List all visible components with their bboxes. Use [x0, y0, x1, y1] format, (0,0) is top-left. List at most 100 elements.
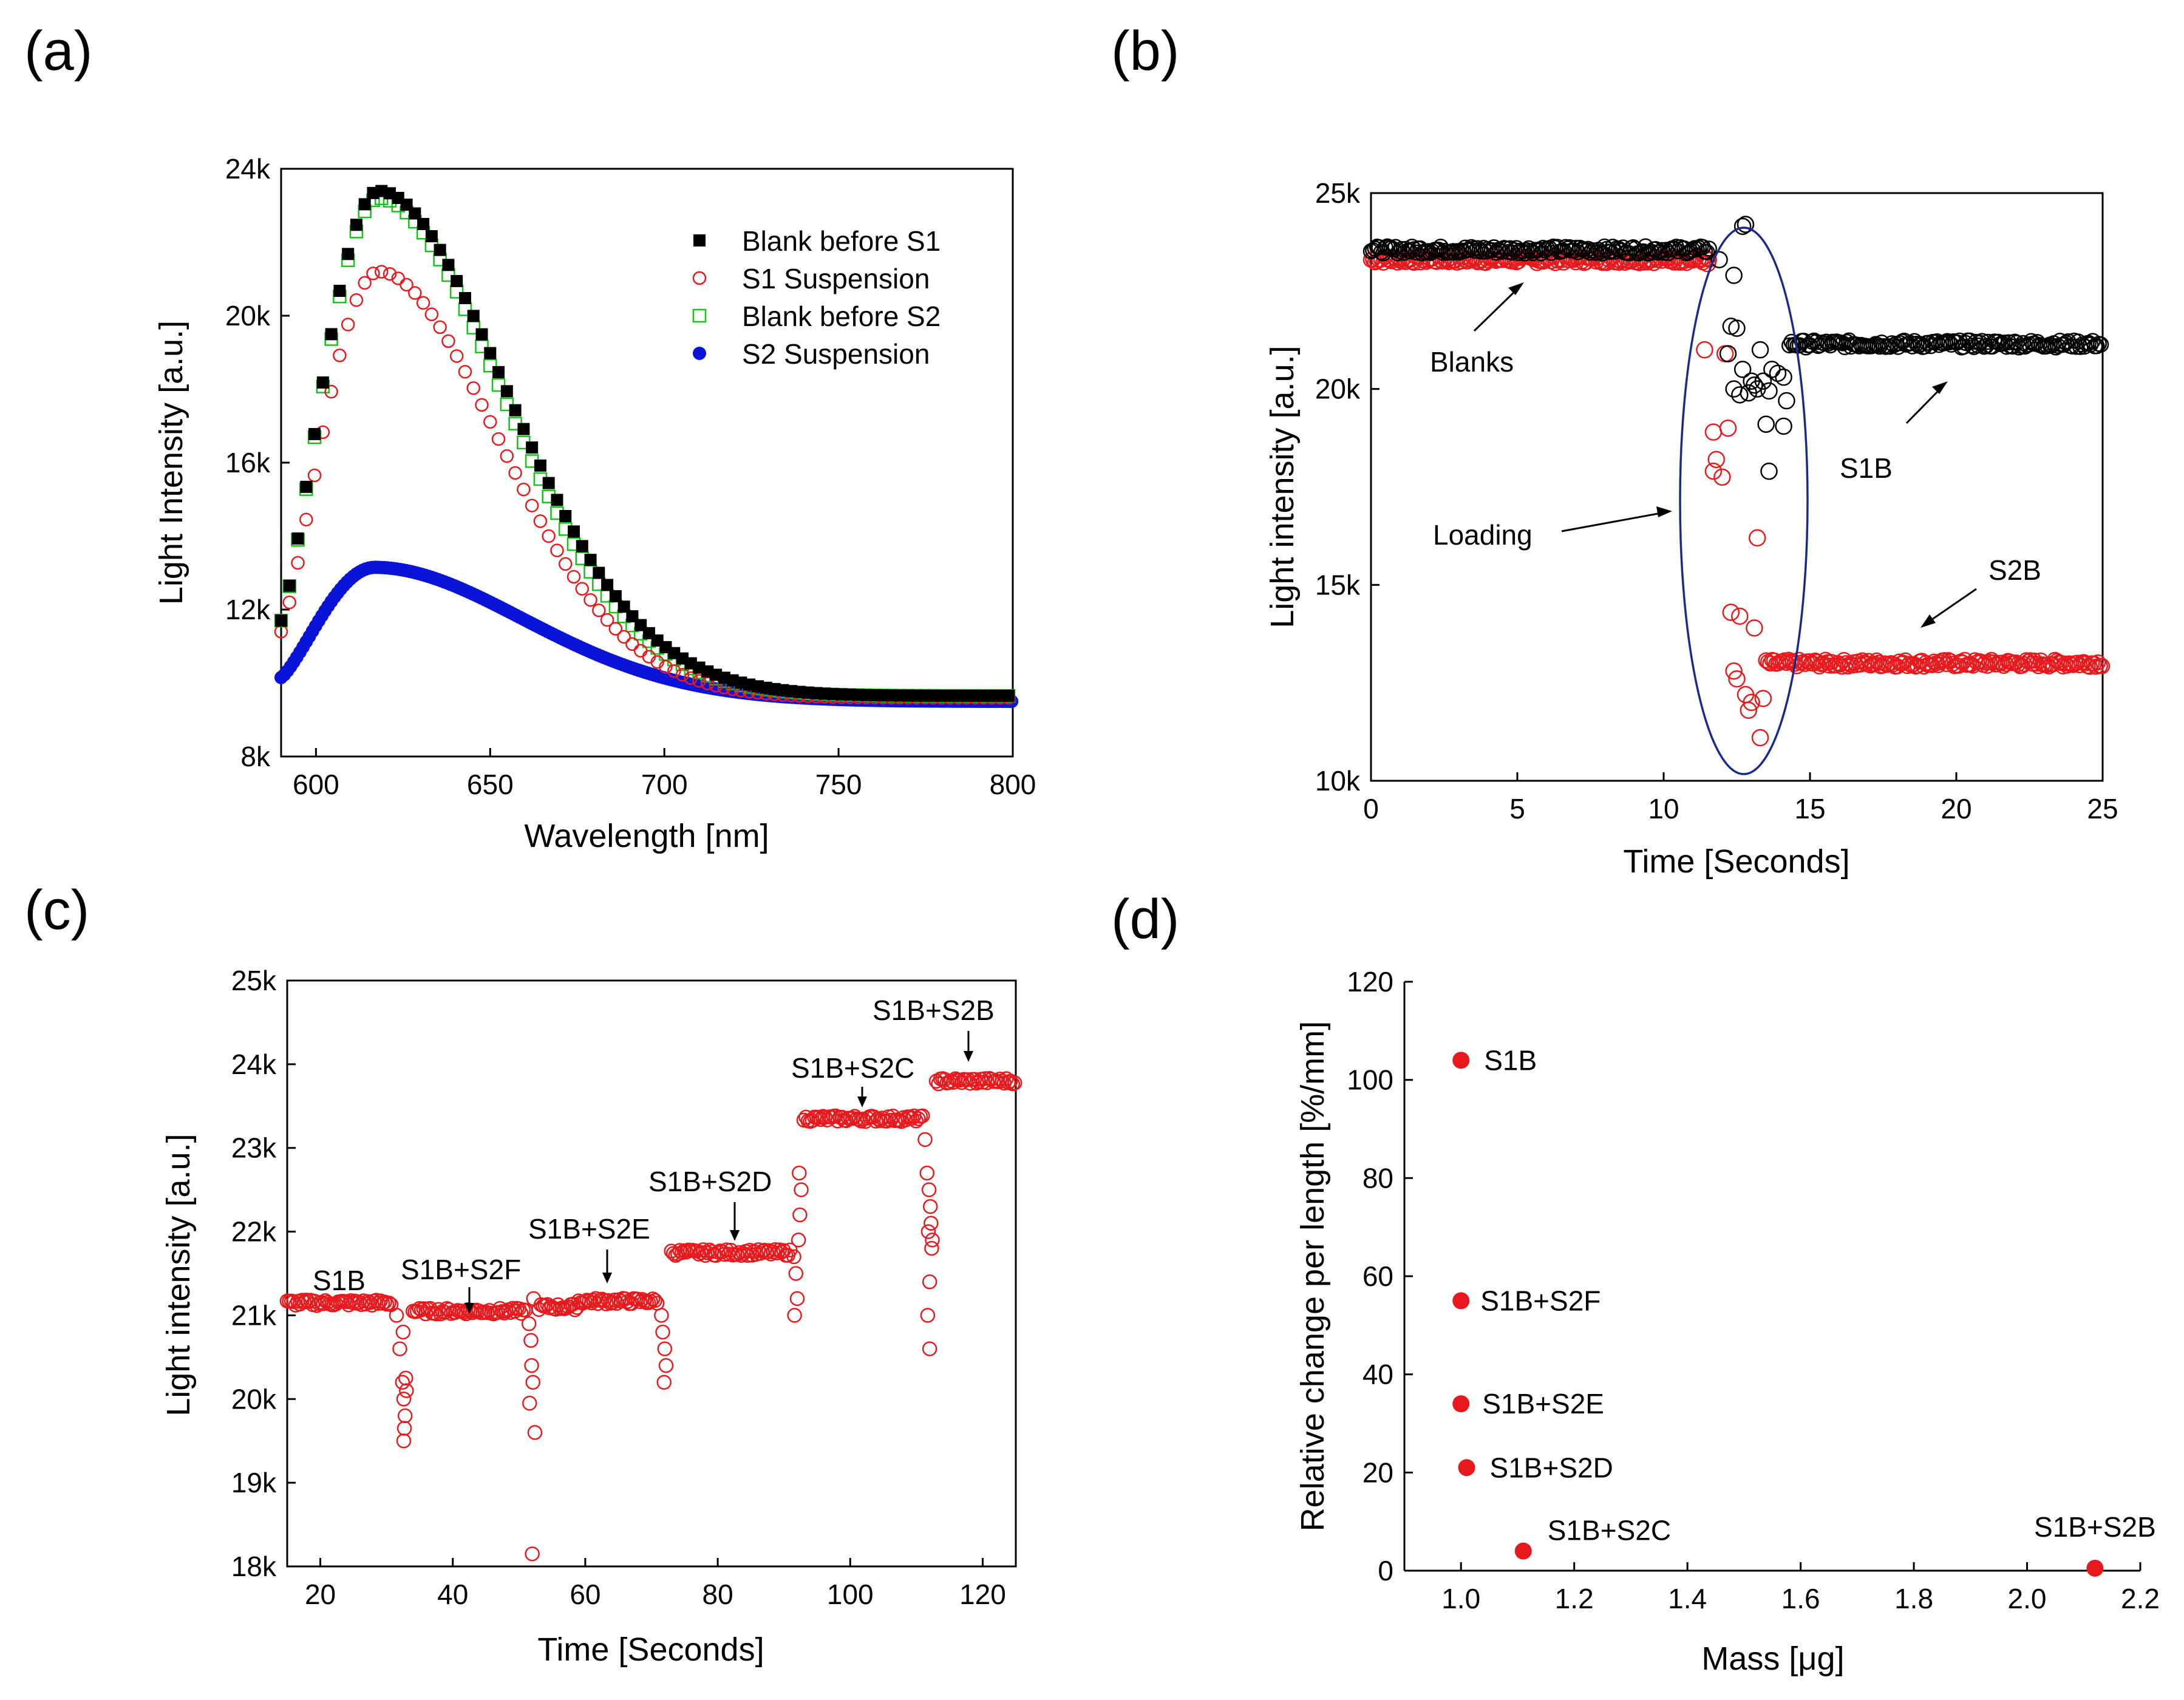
chart-c-point: [792, 1165, 807, 1181]
chart-c-point: [788, 1266, 804, 1281]
chart-b-x-axis-label: Time [Seconds]: [1623, 843, 1849, 880]
chart-a-point-s1-suspension: [650, 655, 664, 669]
chart-c-point: [791, 1232, 806, 1248]
chart-a-point-blank-before-s1: [325, 328, 338, 341]
chart-d-point-label: S1B: [1484, 1044, 1537, 1076]
chart-a-x-axis-label: Wavelength [nm]: [524, 818, 769, 854]
chart-a-point-s1-suspension: [341, 318, 355, 332]
chart-b-x-tick-label: 10: [1648, 793, 1679, 824]
chart-c-point: [920, 1308, 936, 1323]
chart-a-x-tick-label: 650: [467, 769, 514, 800]
chart-a-point-blank-before-s1: [434, 243, 446, 256]
chart-b-x-tick-label: 5: [1509, 793, 1525, 824]
annotation-c-s1b-s2e: S1B+S2E: [528, 1213, 650, 1284]
legend-marker-blank-before-s1: [693, 234, 706, 246]
chart-b-point-s1b: [1737, 216, 1755, 233]
chart-d-x-axis-label: Mass [μg]: [1701, 1640, 1844, 1677]
chart-c-x-tick-label: 100: [827, 1579, 874, 1610]
chart-a-point-blank-before-s1: [542, 477, 555, 489]
chart-c-point: [920, 1224, 936, 1239]
chart-a-point-blank-before-s1: [333, 285, 346, 298]
chart-a-y-tick-label: 16k: [225, 447, 271, 478]
chart-a-y-tick-label: 8k: [240, 741, 271, 772]
annotation-s2b: S2B: [1920, 554, 2041, 628]
annotation-s1b-arrowhead: [1932, 381, 1948, 394]
chart-b-point-s2b: [1743, 693, 1760, 712]
chart-d-point-label: S1B+S2E: [1482, 1388, 1604, 1420]
chart-c-point: [398, 1370, 413, 1386]
chart-a-point-s1-suspension: [299, 512, 313, 527]
chart-a-point-blank-before-s1: [617, 600, 630, 613]
chart-a-point-s1-suspension: [500, 449, 514, 463]
chart-c-y-tick-label: 19k: [231, 1467, 277, 1498]
chart-a-y-axis-label: Light Intensity [a.u.]: [153, 321, 189, 605]
chart-b-point-s1b: [1728, 319, 1746, 337]
chart-c-point: [873, 1113, 888, 1129]
chart-a-point-s1-suspension: [600, 613, 614, 627]
chart-c-point: [911, 1111, 926, 1126]
chart-a-point-blank-before-s1: [500, 385, 513, 398]
chart-a-point-s1-suspension: [550, 543, 564, 557]
annotation-c-s1b-s2d: S1B+S2D: [648, 1166, 772, 1241]
chart-c-point: [924, 1216, 939, 1231]
panel-label-b: (b): [1111, 20, 1179, 82]
chart-c-point: [514, 1305, 529, 1321]
legend-marker-s1-suspension: [692, 271, 707, 285]
chart-a-point-blank-before-s1: [593, 566, 605, 579]
chart-a-point-blank-before-s1: [458, 292, 471, 305]
chart-b-point-s1b: [1757, 415, 1775, 433]
chart-c-point: [969, 1075, 984, 1091]
chart-a-ticks: 600 650 700 750 800 8k 12k 16k 20k 24k: [225, 153, 1036, 800]
chart-a-point-s1-suspension: [483, 415, 497, 429]
chart-a-point-blank-before-s1: [509, 404, 522, 416]
chart-c-point: [645, 1291, 661, 1307]
chart-a-point-s1-suspension: [517, 482, 531, 497]
chart-a-point-s1-suspension: [424, 307, 439, 322]
chart-a-point-blank-before-s1: [526, 441, 539, 454]
chart-c-point: [507, 1304, 523, 1319]
chart-d-point-s1b-s2b: [2086, 1559, 2104, 1577]
chart-d-x-tick-label: 1.4: [1668, 1583, 1707, 1614]
chart-a-point-s1-suspension: [542, 529, 556, 543]
chart-a-x-tick-label: 800: [990, 769, 1036, 800]
chart-b-x-tick-label: 25: [2087, 793, 2118, 824]
chart-b-point-s1b: [1751, 341, 1769, 359]
chart-b-point-s2b: [1728, 670, 1746, 688]
panel-label-c: (c): [24, 879, 89, 941]
chart-b-point-s1b: [1389, 245, 1406, 262]
chart-c-point: [658, 1358, 674, 1373]
chart-a-point-s1-suspension: [441, 334, 455, 348]
chart-a-point-s1-suspension: [659, 660, 673, 674]
chart-a-point-s1-suspension: [608, 622, 623, 636]
annotation-s1b-arrow: [1905, 386, 1943, 424]
chart-d-x-tick-label: 2.0: [2008, 1583, 2047, 1614]
chart-b-point-s2b: [2081, 658, 2098, 675]
chart-c-point: [392, 1341, 407, 1356]
legend-marker-s2-suspension: [693, 347, 706, 360]
loading-ellipse: [1679, 226, 1809, 775]
chart-b-point-s2b: [1701, 251, 1717, 268]
chart-d: 1.0 1.2 1.4 1.6 1.8 2.0 2.2 0 20 40 60 80 100 120 S1B…: [1294, 966, 2160, 1677]
chart-b-x-tick-label: 15: [1794, 793, 1825, 824]
chart-c-point: [921, 1182, 937, 1197]
chart-c-point: [654, 1308, 669, 1323]
annotation-c-s1b-s2e-arrowhead: [602, 1273, 612, 1284]
chart-c-point: [523, 1333, 539, 1348]
chart-a-point-blank-before-s1: [425, 230, 438, 243]
chart-b-point-s2b: [1713, 468, 1731, 486]
chart-c-point: [655, 1324, 670, 1340]
chart-c-x-tick-label: 80: [702, 1579, 733, 1610]
chart-c-point: [923, 1198, 938, 1214]
chart-c-point: [522, 1395, 537, 1411]
chart-b-point-s2b: [1751, 729, 1769, 747]
chart-a-point-s1-suspension: [433, 320, 447, 335]
chart-c-x-tick-label: 20: [305, 1579, 336, 1610]
chart-a-y-tick-label: 12k: [225, 594, 271, 625]
chart-a-marks: [274, 185, 1019, 709]
chart-a-point-s1-suspension: [692, 674, 706, 688]
annotation-c-s1b-s2c-arrowhead: [857, 1096, 867, 1107]
chart-d-point-s1b-s2c: [1514, 1542, 1532, 1560]
chart-a-point-blank-before-s1: [534, 459, 546, 472]
chart-b-point-s1b: [1488, 244, 1505, 261]
chart-a-point-s1-suspension: [375, 265, 389, 279]
